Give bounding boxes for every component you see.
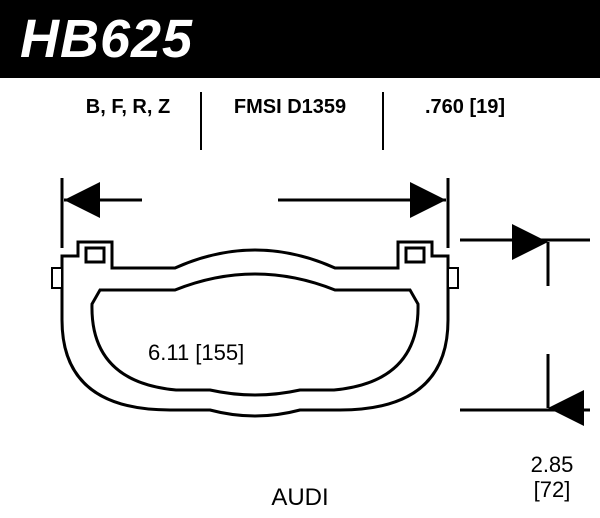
part-number: HB625 bbox=[20, 8, 193, 70]
height-dimension bbox=[460, 240, 590, 410]
width-dimension-label: 6.11 [155] bbox=[148, 340, 244, 366]
spec-separator-1 bbox=[200, 92, 202, 150]
spec-separator-2 bbox=[382, 92, 384, 150]
width-dimension bbox=[62, 178, 448, 248]
spec-compounds: B, F, R, Z bbox=[58, 96, 198, 119]
spec-row: B, F, R, Z FMSI D1359 .760 [19] bbox=[0, 96, 600, 160]
spec-fmsi: FMSI D1359 bbox=[210, 96, 370, 119]
diagram-svg bbox=[0, 160, 600, 490]
height-dimension-in: 2.85 bbox=[531, 452, 574, 477]
spec-thickness: .760 [19] bbox=[400, 96, 530, 119]
brand-label: AUDI bbox=[0, 484, 600, 512]
header-bar: HB625 bbox=[0, 0, 600, 78]
pad-outline bbox=[62, 242, 448, 416]
pad-drawing: 6.11 [155] 2.85 [72] AUDI bbox=[0, 160, 600, 518]
